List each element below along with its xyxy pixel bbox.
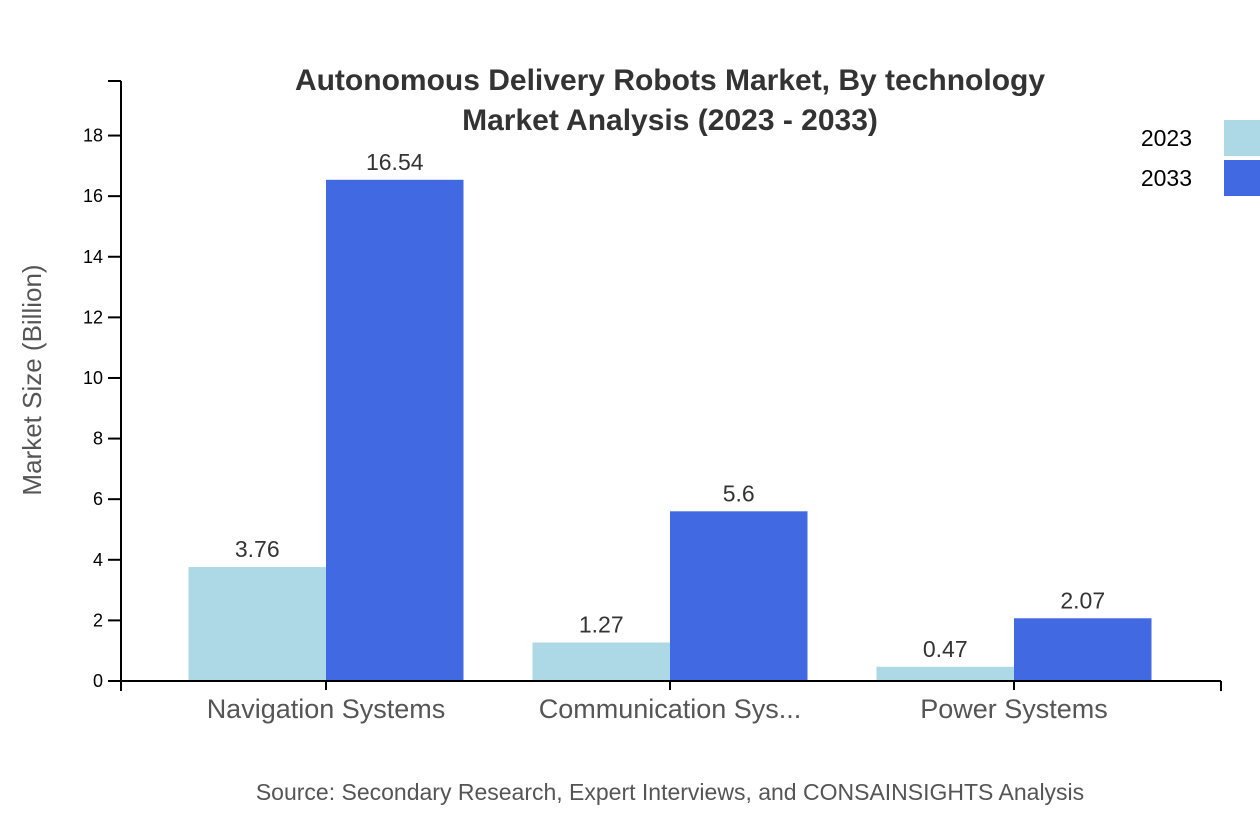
source-note: Source: Secondary Research, Expert Inter…	[256, 779, 1084, 805]
y-tick-label: 16	[83, 186, 103, 206]
y-tick-label: 12	[83, 307, 103, 327]
y-tick-label: 8	[93, 429, 103, 449]
y-tick-label: 0	[93, 671, 103, 691]
data-label: 1.27	[579, 612, 624, 638]
legend-swatch-2033	[1224, 160, 1260, 196]
bar-2033-1	[670, 511, 808, 681]
x-tick-label: Communication Sys...	[539, 694, 802, 724]
legend-label: 2023	[1141, 125, 1192, 151]
bar-2023-1	[532, 642, 670, 681]
x-tick-label: Power Systems	[920, 694, 1108, 724]
y-tick-label: 18	[83, 126, 103, 146]
data-label: 16.54	[366, 149, 424, 175]
y-tick-label: 14	[83, 247, 103, 267]
legend-label: 2033	[1141, 165, 1192, 191]
bar-2033-2	[1014, 618, 1152, 681]
y-axis: 0 2 4 6 8 10 12 14 16 18	[83, 80, 122, 691]
data-label: 5.6	[723, 480, 755, 506]
x-tick-label: Navigation Systems	[207, 694, 446, 724]
y-tick-label: 10	[83, 368, 103, 388]
x-axis: Navigation Systems Communication Sys... Po…	[120, 680, 1222, 724]
bar-2023-2	[876, 666, 1014, 681]
y-tick-label: 2	[93, 610, 103, 630]
y-tick-label: 6	[93, 489, 103, 509]
legend: 2023 2033	[1141, 120, 1260, 196]
chart-title-line-2: Market Analysis (2023 - 2033)	[462, 104, 878, 137]
data-label: 0.47	[923, 636, 968, 662]
chart-title-line-1: Autonomous Delivery Robots Market, By te…	[295, 64, 1045, 97]
legend-swatch-2023	[1224, 120, 1260, 156]
data-label: 3.76	[235, 536, 280, 562]
data-label: 2.07	[1060, 587, 1105, 613]
y-tick-label: 4	[93, 550, 103, 570]
bar-2033-0	[326, 179, 464, 681]
bar-2023-0	[188, 567, 326, 681]
y-axis-label: Market Size (Billion)	[17, 264, 47, 495]
